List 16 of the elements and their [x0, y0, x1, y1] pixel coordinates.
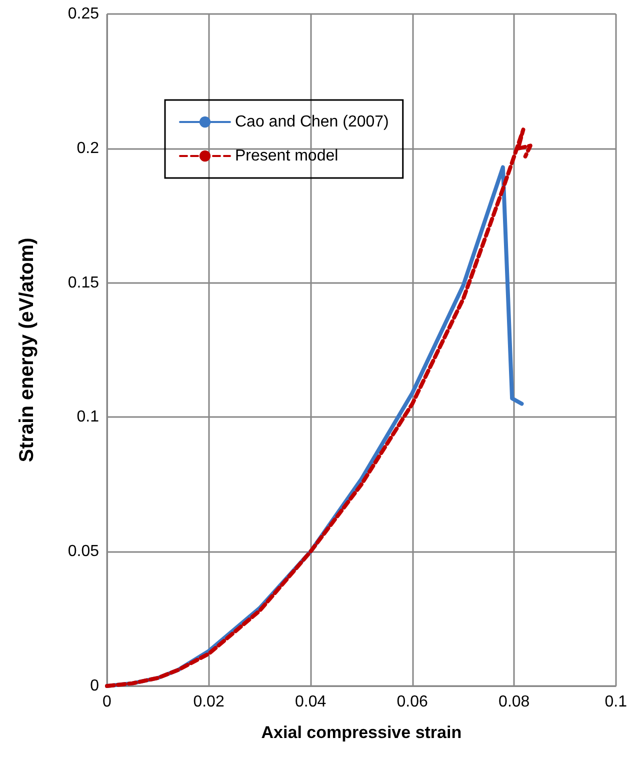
legend-label: Present model [235, 148, 338, 164]
y-tick-label: 0.15 [68, 274, 100, 292]
x-tick-label: 0.1 [604, 694, 628, 710]
x-tick-label: 0 [102, 694, 112, 710]
x-tick-label: 0.08 [498, 694, 530, 710]
y-axis-title: Strain energy (eV/atom) [16, 238, 38, 462]
y-tick-label: 0.05 [68, 543, 100, 560]
y-tick-label: 0.2 [76, 140, 100, 157]
legend-label: Cao and Chen (2007) [235, 114, 389, 130]
x-tick-label: 0.06 [396, 694, 428, 710]
y-tick-label: 0 [90, 678, 100, 694]
x-tick-label: 0.04 [294, 694, 326, 710]
x-tick-label: 0.02 [193, 694, 224, 710]
x-axis-title: Axial compressive strain [261, 723, 462, 742]
y-tick-label: 0.1 [76, 408, 100, 426]
y-tick-label: 0.25 [68, 6, 100, 22]
